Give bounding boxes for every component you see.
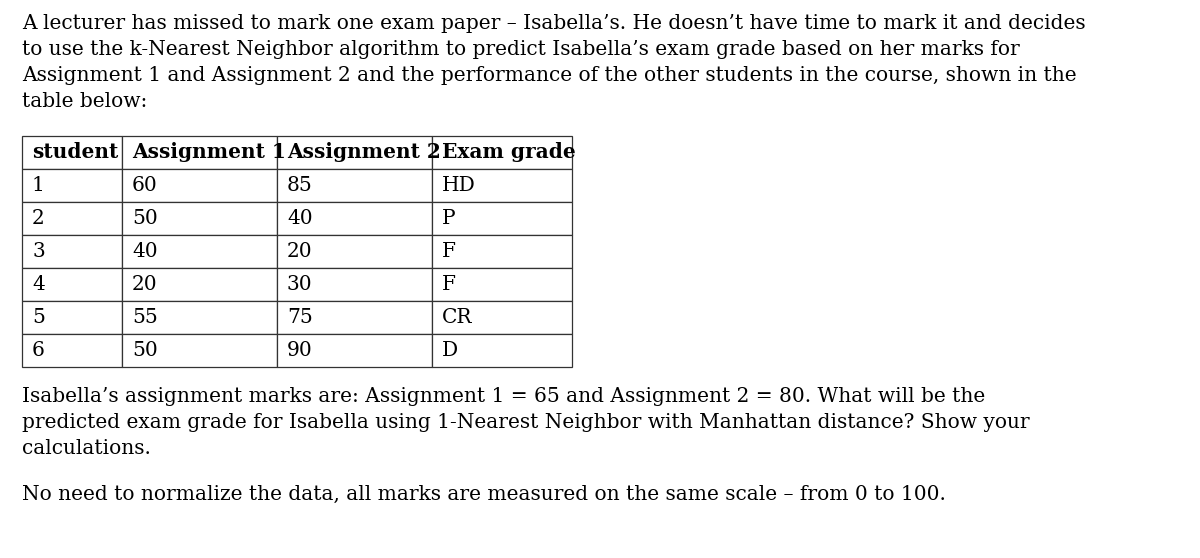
Text: Exam grade: Exam grade — [442, 142, 576, 162]
Text: HD: HD — [442, 176, 475, 195]
Text: 20: 20 — [132, 275, 157, 294]
Text: to use the k-Nearest Neighbor algorithm to predict Isabella’s exam grade based o: to use the k-Nearest Neighbor algorithm … — [22, 40, 1020, 59]
Bar — [22, 202, 122, 235]
Bar — [122, 334, 277, 367]
Text: table below:: table below: — [22, 92, 148, 111]
Text: F: F — [442, 242, 456, 261]
Text: 40: 40 — [132, 242, 157, 261]
Text: predicted exam grade for Isabella using 1-Nearest Neighbor with Manhattan distan: predicted exam grade for Isabella using … — [22, 413, 1030, 432]
Text: D: D — [442, 341, 458, 360]
Bar — [22, 268, 122, 301]
Text: Assignment 1: Assignment 1 — [132, 142, 286, 162]
Text: 6: 6 — [32, 341, 44, 360]
Bar — [22, 136, 122, 169]
Bar — [432, 136, 572, 169]
Text: 3: 3 — [32, 242, 44, 261]
Text: 30: 30 — [287, 275, 313, 294]
Bar — [277, 235, 432, 268]
Text: 60: 60 — [132, 176, 157, 195]
Text: 50: 50 — [132, 209, 157, 228]
Bar — [277, 301, 432, 334]
Bar — [122, 136, 277, 169]
Bar — [22, 301, 122, 334]
Bar — [122, 169, 277, 202]
Bar — [432, 301, 572, 334]
Text: 2: 2 — [32, 209, 44, 228]
Bar — [22, 235, 122, 268]
Bar — [432, 235, 572, 268]
Text: student: student — [32, 142, 119, 162]
Text: Assignment 1 and Assignment 2 and the performance of the other students in the c: Assignment 1 and Assignment 2 and the pe… — [22, 66, 1076, 85]
Bar — [432, 268, 572, 301]
Text: 85: 85 — [287, 176, 313, 195]
Bar — [277, 334, 432, 367]
Bar — [122, 268, 277, 301]
Text: Assignment 2: Assignment 2 — [287, 142, 440, 162]
Bar — [277, 169, 432, 202]
Text: 50: 50 — [132, 341, 157, 360]
Bar — [277, 136, 432, 169]
Text: F: F — [442, 275, 456, 294]
Bar — [22, 169, 122, 202]
Bar — [22, 334, 122, 367]
Text: 4: 4 — [32, 275, 44, 294]
Text: A lecturer has missed to mark one exam paper – Isabella’s. He doesn’t have time : A lecturer has missed to mark one exam p… — [22, 14, 1086, 33]
Text: calculations.: calculations. — [22, 439, 151, 458]
Bar — [277, 268, 432, 301]
Bar — [432, 202, 572, 235]
Text: No need to normalize the data, all marks are measured on the same scale – from 0: No need to normalize the data, all marks… — [22, 485, 946, 504]
Text: 1: 1 — [32, 176, 44, 195]
Bar — [122, 301, 277, 334]
Bar — [432, 334, 572, 367]
Text: CR: CR — [442, 308, 473, 327]
Text: P: P — [442, 209, 456, 228]
Text: Isabella’s assignment marks are: Assignment 1 = 65 and Assignment 2 = 80. What w: Isabella’s assignment marks are: Assignm… — [22, 387, 985, 406]
Text: 90: 90 — [287, 341, 313, 360]
Bar — [277, 202, 432, 235]
Text: 55: 55 — [132, 308, 157, 327]
Text: 75: 75 — [287, 308, 313, 327]
Bar — [122, 202, 277, 235]
Text: 20: 20 — [287, 242, 313, 261]
Text: 5: 5 — [32, 308, 44, 327]
Bar — [432, 169, 572, 202]
Text: 40: 40 — [287, 209, 313, 228]
Bar — [122, 235, 277, 268]
